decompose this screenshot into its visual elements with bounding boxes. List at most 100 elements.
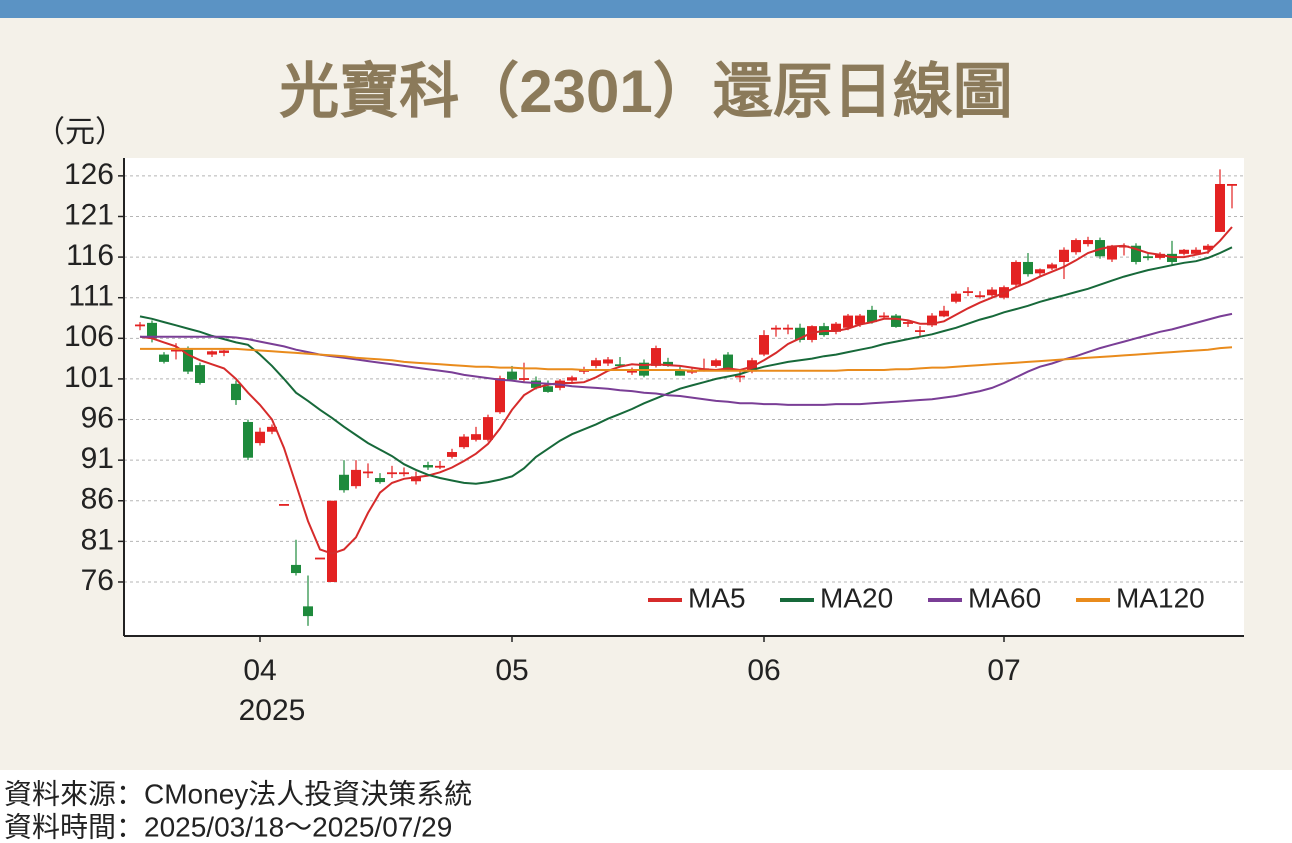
candle-body (615, 364, 625, 367)
candle-body (651, 348, 661, 366)
candle-body (279, 504, 289, 506)
legend-label: MA120 (1116, 582, 1205, 613)
y-tick-label: 101 (64, 361, 114, 394)
legend-label: MA60 (968, 582, 1041, 613)
candle-body (663, 361, 673, 366)
candle-body (711, 360, 721, 366)
x-year-label: 2025 (239, 694, 306, 727)
candle-body (591, 360, 601, 366)
candle-body (675, 369, 685, 376)
y-tick-label: 86 (81, 483, 114, 516)
candle-body (411, 476, 421, 482)
candle-body (267, 426, 277, 432)
candle-body (363, 471, 373, 474)
candle-body (603, 359, 613, 364)
candle-body (867, 309, 877, 323)
period-note: 資料時間：2025/03/18～2025/07/29 (4, 811, 452, 842)
candle-body (1191, 249, 1201, 254)
source-note: 資料來源：CMoney法人投資決策系統 (4, 778, 472, 809)
candle-body (795, 327, 805, 340)
candle-body (399, 472, 409, 475)
x-tick-label: 06 (747, 654, 780, 687)
ma-line (139, 246, 1233, 485)
candle-body (315, 557, 325, 560)
candle-body (519, 378, 529, 380)
ma-line (139, 226, 1233, 555)
candle-body (1059, 249, 1069, 262)
candle-body (1155, 253, 1165, 258)
x-tick-label: 07 (987, 654, 1020, 687)
candle-body (843, 315, 853, 328)
candle-body (543, 386, 553, 392)
chart-title: 光寶科（2301）還原日線圖 (279, 58, 1012, 125)
candle-body (915, 330, 925, 332)
candle-body (135, 324, 145, 327)
candle-body (255, 431, 265, 444)
candle-body (759, 335, 769, 355)
candle-body (735, 375, 745, 378)
candle-body (927, 315, 937, 326)
candle-body (723, 354, 733, 370)
candle-body (627, 370, 637, 373)
candle-body (483, 417, 493, 440)
candle-body (435, 465, 445, 468)
candle-body (939, 310, 949, 317)
candle-body (207, 351, 217, 355)
candle-body (1035, 269, 1045, 274)
candle-body (195, 365, 205, 383)
candle-body (1107, 245, 1117, 260)
candle-body (147, 322, 157, 339)
candle-body (507, 371, 517, 380)
candle-body (1215, 183, 1225, 232)
candle-body (1071, 240, 1081, 253)
y-tick-label: 76 (81, 564, 114, 597)
candle-body (531, 380, 541, 388)
x-tick-label: 05 (495, 654, 528, 687)
candle-body (471, 434, 481, 440)
candle-body (159, 354, 169, 362)
candle-body (855, 315, 865, 325)
y-tick-label: 111 (68, 280, 114, 313)
candle-body (879, 315, 889, 318)
y-tick-label: 121 (64, 198, 114, 231)
x-tick-label: 04 (243, 654, 276, 687)
candle-body (783, 327, 793, 330)
candle-body (771, 327, 781, 330)
y-tick-label: 81 (81, 523, 114, 556)
candle-body (327, 500, 337, 582)
candle-body (495, 378, 505, 413)
candle-body (423, 465, 433, 468)
y-tick-label: 126 (64, 158, 114, 191)
candle-body (231, 383, 241, 401)
top-bar (0, 0, 1292, 18)
candle-body (303, 606, 313, 617)
candle-body (447, 452, 457, 457)
candle-body (1179, 249, 1189, 254)
candle-body (1143, 256, 1153, 259)
legend-label: MA5 (688, 582, 746, 613)
candle-body (1203, 245, 1213, 250)
candle-body (903, 322, 913, 324)
candle-body (291, 564, 301, 574)
candle-body (963, 291, 973, 294)
candle-body (339, 474, 349, 491)
candle-body (951, 293, 961, 302)
candle-body (387, 472, 397, 475)
candle-body (831, 323, 841, 332)
candle-body (1131, 245, 1141, 262)
candle-body (171, 349, 181, 352)
candle-body (891, 315, 901, 327)
candle-body (219, 350, 229, 353)
y-tick-label: 116 (66, 239, 114, 272)
candle-body (975, 295, 985, 298)
candle-body (243, 421, 253, 458)
candle-body (1083, 240, 1093, 245)
candle-body (1227, 183, 1237, 186)
candle-body (183, 349, 193, 372)
candle-body (1023, 261, 1033, 275)
y-tick-label: 106 (64, 320, 114, 353)
candle-body (1047, 264, 1057, 269)
candle-body (987, 289, 997, 296)
